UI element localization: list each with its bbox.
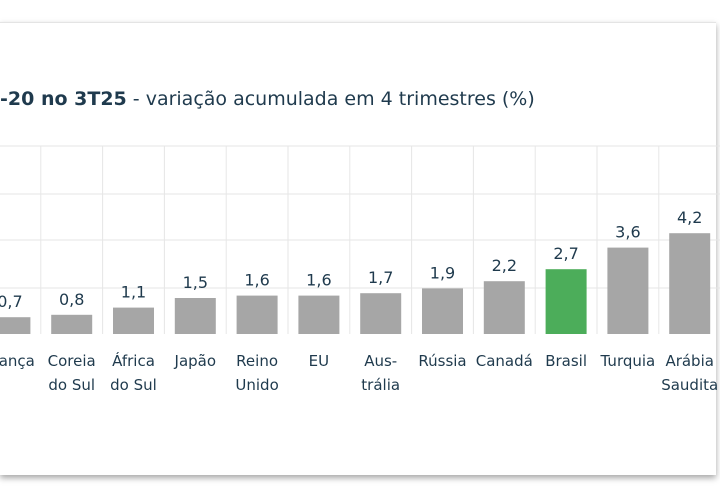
data-label: 0,7	[0, 292, 23, 311]
category-label: Canadá	[476, 352, 533, 370]
bar-japão	[174, 298, 216, 334]
bar-aus--trália	[360, 293, 402, 334]
data-label: 1,9	[430, 263, 455, 282]
bar-arábia-saudita	[669, 233, 711, 334]
data-label: 2,7	[553, 244, 578, 263]
category-label: Saudita	[661, 376, 718, 394]
category-label: Unido	[235, 376, 278, 394]
chart-title: -20 no 3T25 - variação acumulada em 4 tr…	[0, 88, 535, 110]
data-label: 1,6	[306, 271, 331, 290]
bar-áfrica-do sul	[113, 307, 154, 334]
category-label: Rússia	[418, 352, 466, 370]
chart-title-rest: - variação acumulada em 4 trimestres (%)	[126, 88, 535, 110]
data-label: 1,1	[121, 283, 146, 302]
data-label: 2,2	[492, 256, 517, 275]
data-label: 4,2	[677, 208, 702, 227]
data-label: 0,8	[59, 290, 84, 309]
category-label: Turquia	[600, 352, 656, 370]
category-label: Coreia	[48, 352, 96, 370]
bar-eu	[298, 295, 340, 334]
data-label: 1,5	[183, 273, 208, 292]
bar-turquia	[607, 247, 649, 334]
bar-rússia	[422, 288, 463, 334]
data-label: 1,6	[244, 271, 269, 290]
category-label: Aus-	[364, 352, 397, 370]
category-label: África	[112, 351, 155, 370]
category-label: Reino	[236, 352, 278, 370]
category-label: do Sul	[110, 376, 157, 394]
bar-reino-unido	[236, 295, 278, 334]
category-label: do Sul	[48, 376, 95, 394]
category-label: Arábia	[665, 352, 714, 370]
data-label: 3,6	[615, 223, 640, 242]
chart-title-bold: -20 no 3T25	[0, 88, 127, 110]
category-label: Brasil	[545, 352, 587, 370]
category-label: Japão	[174, 352, 217, 370]
bar-brasil	[545, 269, 587, 334]
category-label: trália	[361, 376, 400, 394]
category-label: França	[0, 352, 35, 370]
bar-canadá	[483, 281, 525, 334]
category-label: EU	[309, 352, 329, 370]
data-label: 1,7	[368, 268, 393, 287]
bar-coreia-do sul	[51, 314, 93, 334]
bar-frança	[0, 317, 31, 334]
